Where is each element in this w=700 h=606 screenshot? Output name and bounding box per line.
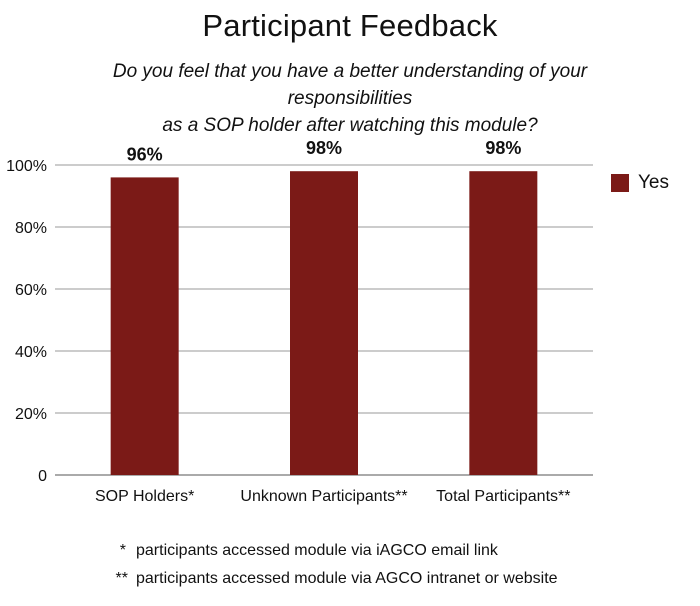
footnotes: * participants accessed module via iAGCO… (98, 537, 558, 593)
footnote-1-mark: * (119, 542, 126, 559)
x-tick-label: Total Participants** (436, 488, 570, 505)
x-tick-label: Unknown Participants** (240, 488, 407, 505)
y-tick-label: 100% (6, 158, 47, 175)
y-tick-label: 0 (38, 468, 47, 485)
legend: Yes (611, 172, 669, 194)
chart-subtitle: Do you feel that you have a better under… (60, 58, 640, 139)
y-tick-label: 40% (15, 344, 47, 361)
subtitle-line-1: Do you feel that you have a better under… (112, 61, 588, 109)
footnote-2: ** participants accessed module via AGCO… (98, 565, 558, 593)
legend-label-yes: Yes (638, 172, 669, 193)
y-tick-label: 80% (15, 220, 47, 237)
bar-3 (469, 171, 538, 475)
footnote-2-text: participants accessed module via AGCO in… (136, 570, 558, 587)
bar-1 (110, 177, 179, 475)
bar-2 (290, 171, 358, 475)
y-tick-label: 20% (15, 406, 47, 423)
footnote-1: * participants accessed module via iAGCO… (98, 537, 558, 565)
x-tick-label: SOP Holders* (95, 488, 194, 505)
subtitle-line-2: as a SOP holder after watching this modu… (162, 115, 538, 136)
footnote-2-mark: ** (115, 570, 128, 587)
legend-swatch-yes (611, 174, 629, 192)
data-label: 98% (485, 138, 521, 158)
chart-title: Participant Feedback (202, 8, 498, 43)
data-label: 98% (306, 138, 342, 158)
y-tick-label: 60% (15, 282, 47, 299)
footnote-1-text: participants accessed module via iAGCO e… (136, 542, 498, 559)
data-label: 96% (127, 144, 163, 164)
